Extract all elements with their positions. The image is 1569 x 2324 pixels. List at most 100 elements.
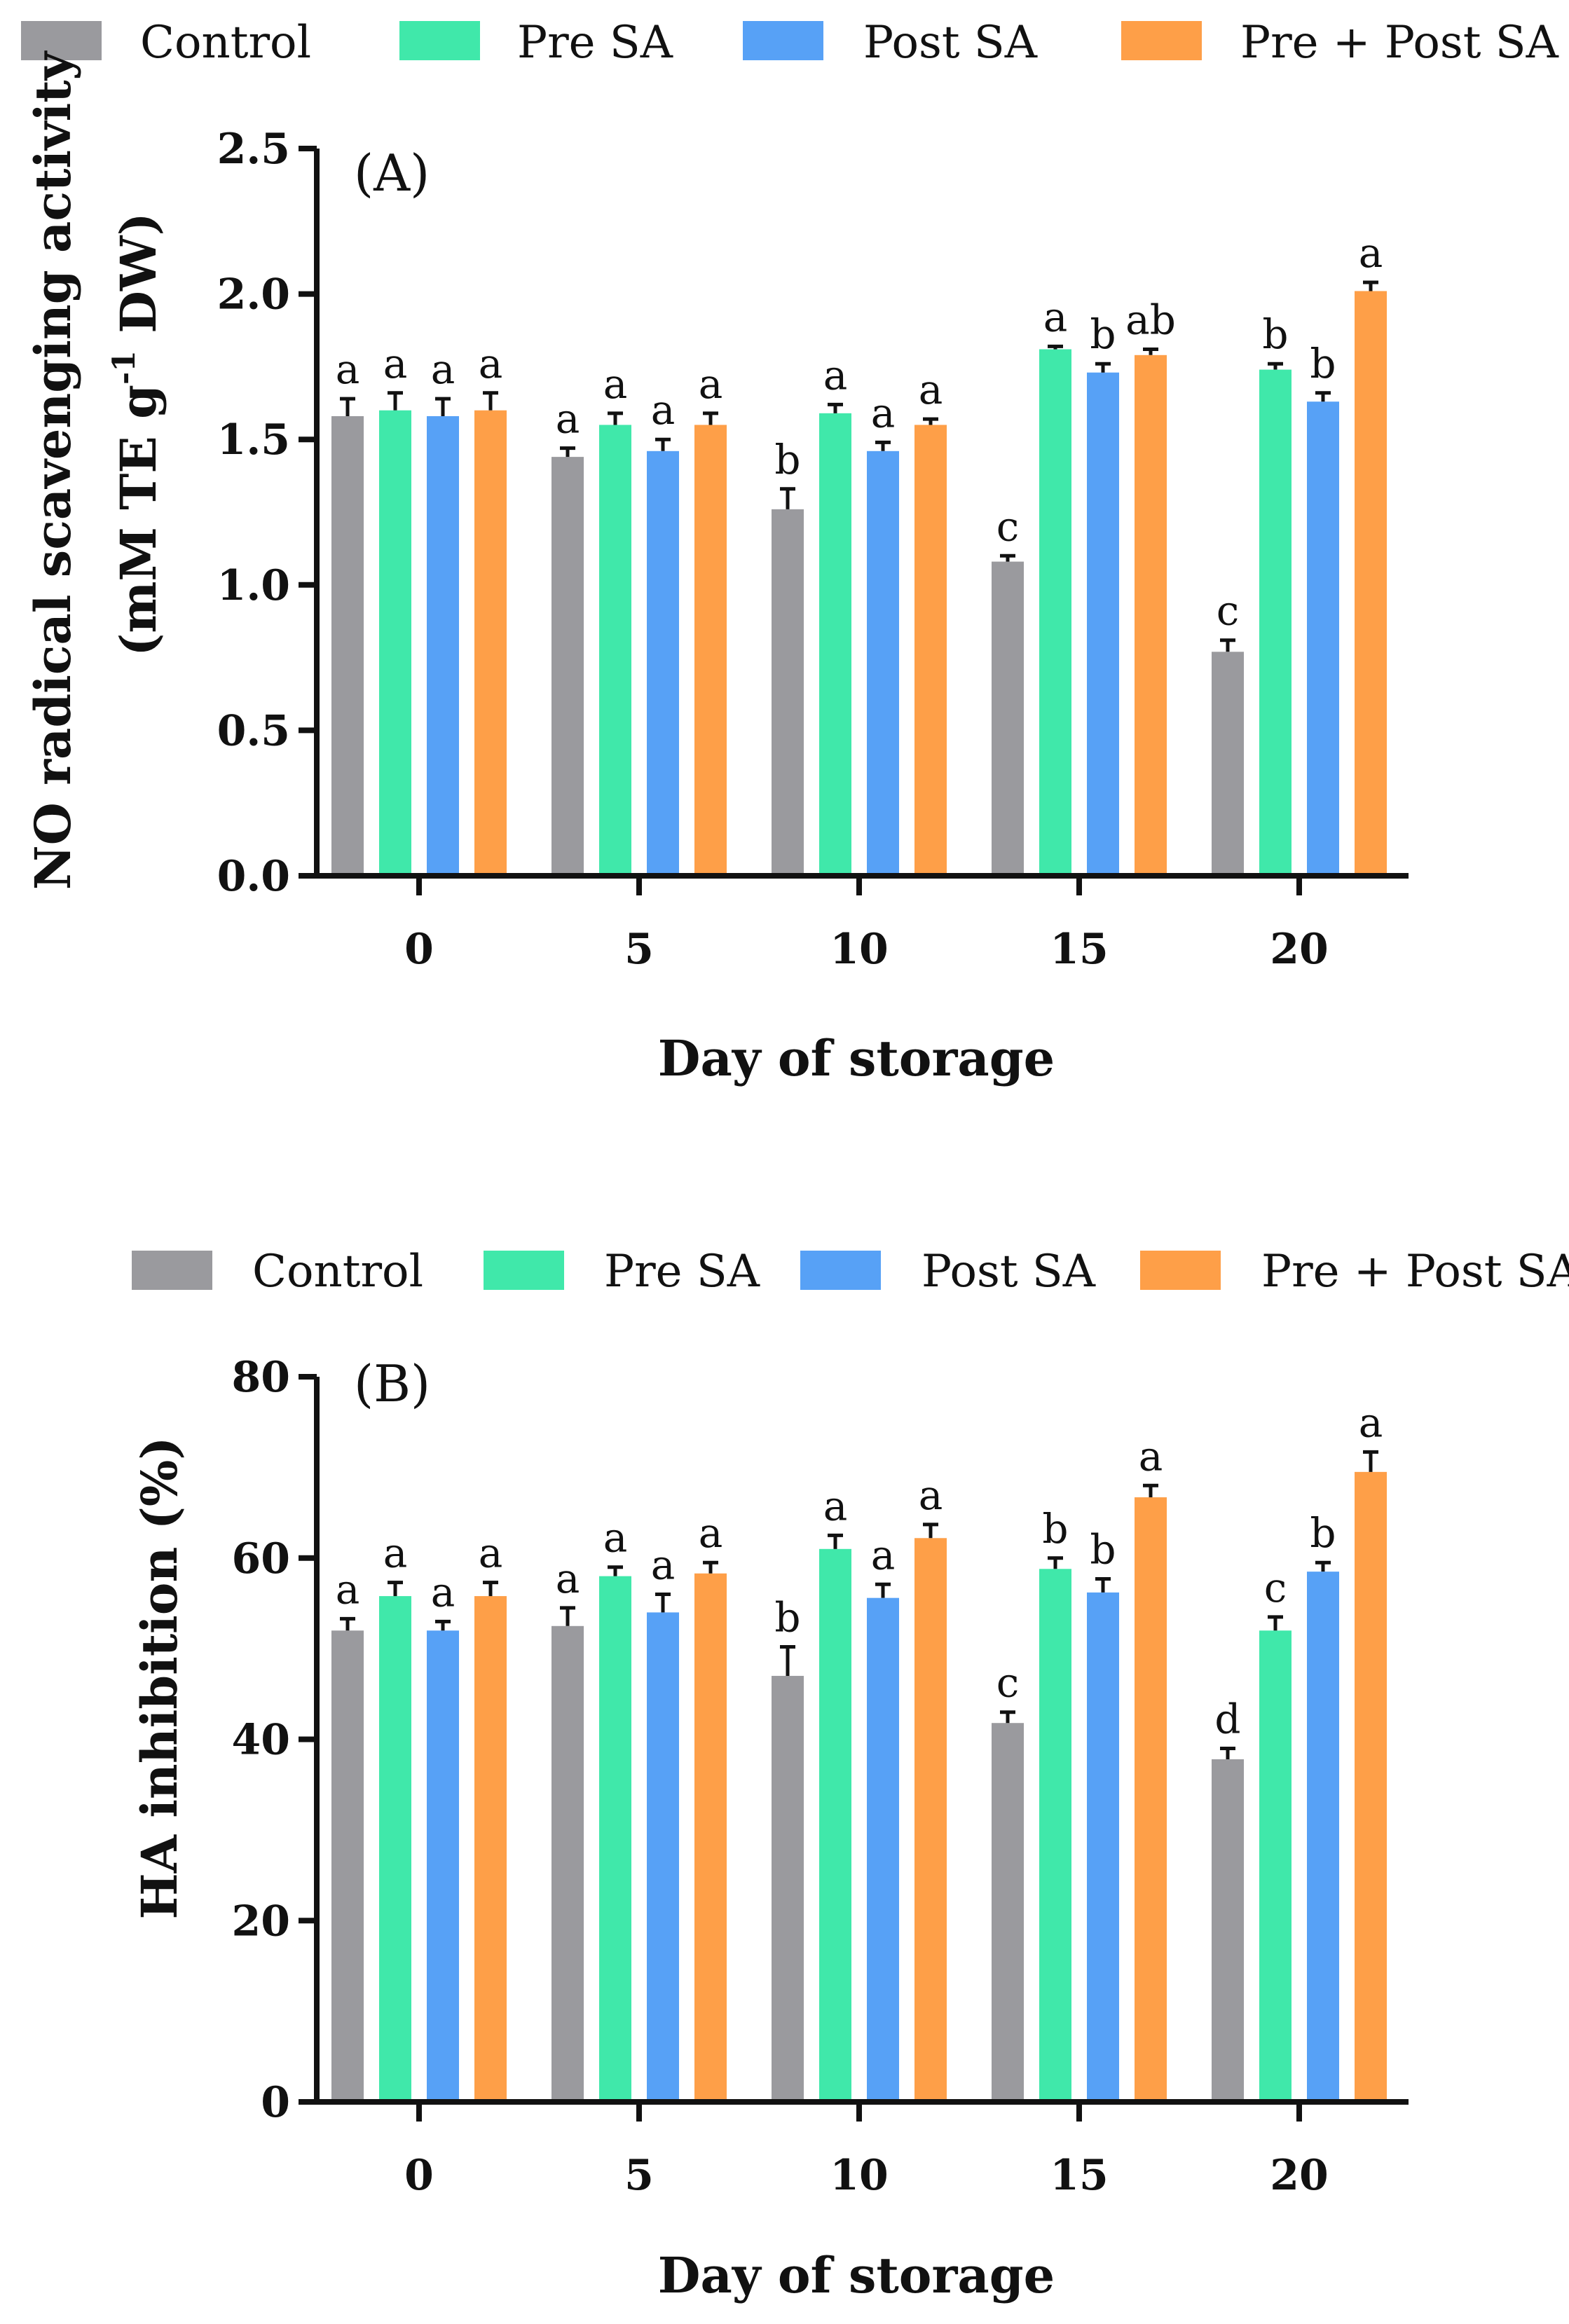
bar-pre-post-sa-day-0: [474, 1596, 507, 2102]
x-tick-label: 15: [1050, 2151, 1109, 2200]
panel-a-label: (A): [354, 144, 430, 202]
bar-pre-post-sa-day-10: [914, 425, 947, 876]
error-bar: [875, 1582, 891, 1598]
y-axis-unit-a-prefix: (mM TE g: [109, 385, 167, 656]
x-tick-label: 5: [624, 2151, 654, 2200]
x-axis-title-b: Day of storage: [658, 2246, 1055, 2304]
error-bar: [1095, 1577, 1111, 1593]
bar-control-day-10: [772, 1675, 804, 2102]
significance-letter: a: [1359, 1398, 1383, 1446]
bar-control-day-20: [1212, 652, 1244, 876]
x-tick-label: 10: [830, 925, 889, 974]
bar-post-sa-day-20: [1307, 401, 1339, 876]
legend-a-label-pre-post-sa: Pre + Post SA: [1240, 17, 1559, 69]
bar-pre-post-sa-day-10: [914, 1538, 947, 2102]
x-tick-label: 10: [830, 2151, 889, 2200]
bar-pre-post-sa-day-15: [1135, 355, 1167, 876]
error-bar: [388, 1581, 403, 1597]
error-bar: [875, 440, 891, 451]
error-bar: [655, 437, 671, 451]
significance-letter: a: [336, 1565, 360, 1613]
error-bar: [780, 487, 795, 509]
error-bar: [1048, 344, 1063, 350]
legend-a-swatch-pre-sa: [399, 21, 480, 60]
x-tick-label: 15: [1050, 925, 1109, 974]
bar-control-day-20: [1212, 1759, 1244, 2102]
error-bar: [1220, 1746, 1235, 1759]
y-tick-label: 2.5: [217, 125, 290, 174]
significance-letter: b: [1090, 1526, 1116, 1574]
significance-letter: a: [919, 1471, 943, 1519]
significance-letter: a: [871, 1531, 896, 1579]
x-tick-label: 0: [404, 925, 434, 974]
error-bar: [1143, 1483, 1158, 1498]
legend-a-swatch-post-sa: [743, 21, 823, 60]
significance-letter: a: [699, 1509, 723, 1557]
error-bar: [340, 1616, 355, 1631]
error-bar: [655, 1593, 671, 1613]
significance-letter: a: [383, 1529, 408, 1577]
error-bar: [1268, 1615, 1283, 1631]
y-axis-unit-a-suffix: DW): [109, 212, 167, 350]
error-bar: [340, 397, 355, 416]
significance-letter: a: [479, 1529, 503, 1577]
panel-b: Control Pre SA Post SA Pre + Post SA (B)…: [130, 1246, 1569, 2304]
significance-letter: a: [651, 1541, 676, 1589]
bar-pre-sa-day-0: [379, 410, 411, 876]
error-bar: [780, 1645, 795, 1676]
y-tick-label: 80: [232, 1353, 291, 1402]
error-bar: [1143, 347, 1158, 355]
legend-a-label-post-sa: Post SA: [863, 17, 1038, 69]
legend-b-label-pre-sa: Pre SA: [604, 1246, 760, 1298]
error-bar: [1315, 1560, 1331, 1572]
error-bar: [388, 391, 403, 411]
x-axis-title-a: Day of storage: [658, 1029, 1055, 1087]
y-axis-unit-a: (mM TE g-1 DW): [107, 212, 167, 656]
error-bar: [560, 446, 575, 458]
x-tick-label: 5: [624, 925, 654, 974]
significance-letter: d: [1214, 1695, 1240, 1742]
error-bar: [1048, 1556, 1063, 1569]
bar-pre-sa-day-15: [1039, 349, 1071, 876]
significance-letter: b: [774, 436, 800, 483]
legend-b-swatch-control: [132, 1251, 212, 1290]
bar-post-sa-day-15: [1087, 1592, 1119, 2102]
y-tick-label: 0: [261, 2078, 290, 2127]
significance-letter: c: [1217, 587, 1239, 635]
bar-pre-sa-day-0: [379, 1596, 411, 2102]
significance-letter: a: [479, 340, 503, 387]
significance-letter: b: [1090, 310, 1116, 358]
y-axis-title-b: HA inhibition (%): [130, 1437, 189, 1920]
error-bar: [1000, 554, 1015, 562]
significance-letter: a: [431, 1568, 455, 1616]
bar-control-day-0: [331, 415, 364, 876]
significance-letter: b: [1310, 340, 1336, 387]
bar-post-sa-day-10: [867, 1597, 899, 2102]
bar-control-day-10: [772, 509, 804, 876]
error-bar: [923, 417, 938, 425]
error-bar: [483, 391, 498, 411]
error-bar: [1220, 638, 1235, 652]
legend-b: Control Pre SA Post SA Pre + Post SA: [132, 1246, 1569, 1298]
significance-letter: a: [1043, 293, 1068, 341]
y-tick-label: 1.0: [217, 561, 290, 610]
bar-control-day-0: [331, 1630, 364, 2102]
bar-pre-post-sa-day-20: [1355, 1471, 1387, 2102]
panel-a: Control Pre SA Post SA Pre + Post SA (A)…: [21, 17, 1559, 1087]
legend-a-label-pre-sa: Pre SA: [517, 17, 673, 69]
legend-b-swatch-post-sa: [800, 1251, 881, 1290]
bar-pre-post-sa-day-15: [1135, 1497, 1167, 2102]
bar-pre-post-sa-day-0: [474, 410, 507, 876]
bar-pre-post-sa-day-5: [694, 1573, 727, 2102]
error-bar: [828, 1533, 843, 1549]
error-bar: [1363, 1450, 1378, 1472]
significance-letter: a: [871, 389, 896, 436]
x-tick-label: 0: [404, 2151, 434, 2200]
error-bar: [923, 1522, 938, 1539]
bar-post-sa-day-10: [867, 451, 899, 876]
error-bar: [1363, 280, 1378, 291]
y-tick-label: 60: [232, 1534, 291, 1583]
significance-letter: c: [996, 1659, 1019, 1707]
